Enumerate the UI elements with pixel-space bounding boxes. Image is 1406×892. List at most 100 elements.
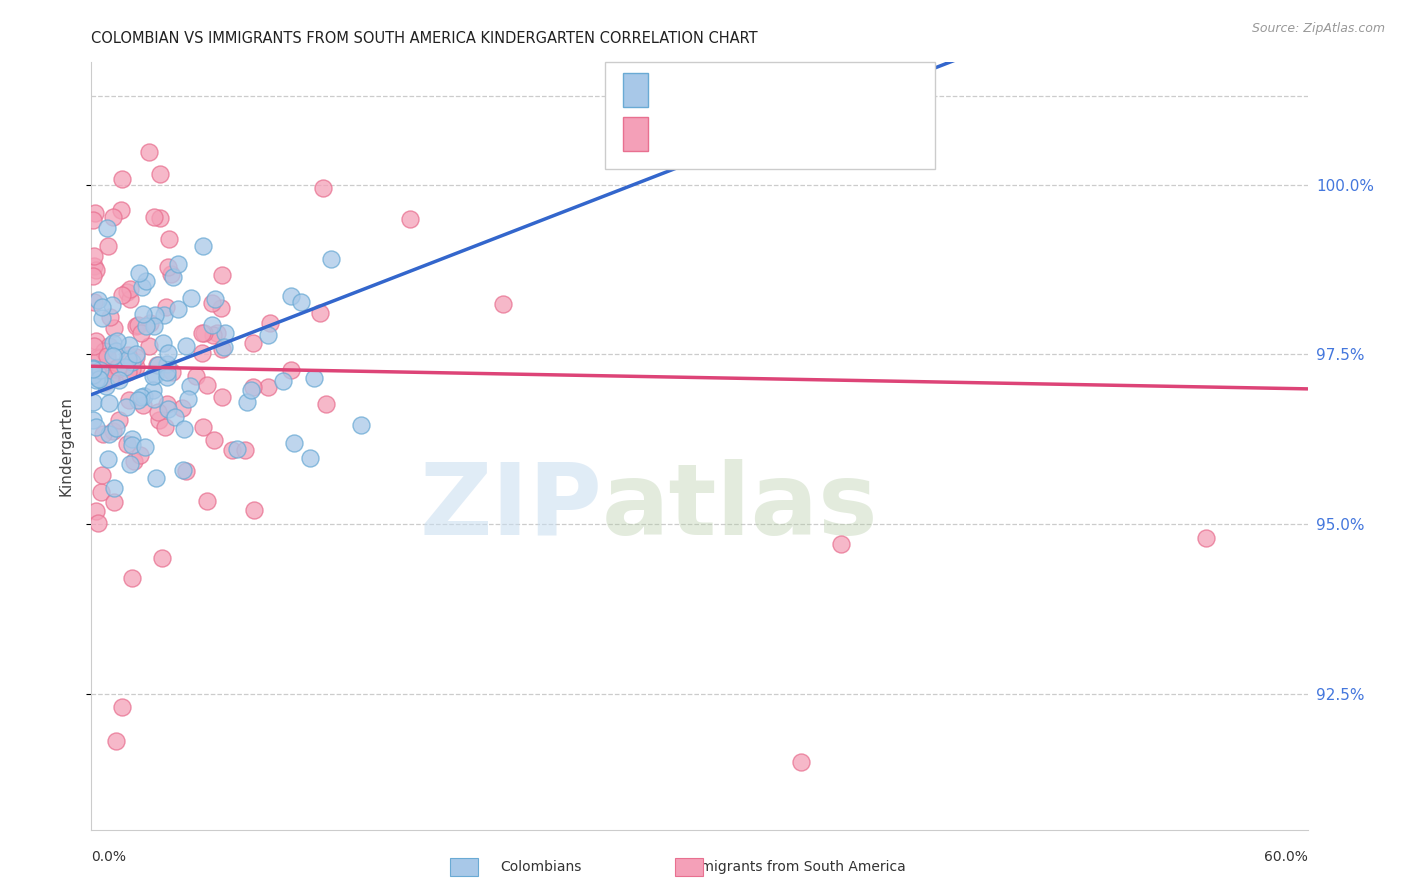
Point	[101, 349, 124, 363]
Point	[84, 419, 107, 434]
Point	[312, 181, 335, 195]
Point	[143, 210, 166, 224]
Point	[97, 451, 120, 466]
Point	[105, 421, 128, 435]
Point	[156, 365, 179, 379]
Point	[107, 359, 129, 374]
Point	[89, 351, 111, 366]
Point	[84, 373, 107, 387]
Point	[118, 457, 141, 471]
Point	[89, 363, 111, 377]
Point	[134, 440, 156, 454]
Point	[125, 347, 148, 361]
Point	[167, 301, 190, 316]
Point	[82, 368, 104, 382]
Point	[110, 202, 132, 217]
Point	[101, 298, 124, 312]
Text: R =  0.426   N=  86: R = 0.426 N= 86	[659, 85, 844, 103]
Point	[101, 424, 124, 438]
Point	[239, 384, 262, 398]
Point	[138, 145, 160, 160]
Point	[86, 350, 108, 364]
Point	[242, 335, 264, 350]
Point	[143, 368, 166, 382]
Point	[103, 481, 125, 495]
Point	[105, 343, 128, 358]
Point	[790, 755, 813, 769]
Point	[177, 392, 200, 407]
Point	[87, 367, 110, 381]
Point	[107, 373, 129, 387]
Point	[155, 300, 177, 314]
Point	[128, 266, 150, 280]
Point	[173, 422, 195, 436]
Point	[201, 318, 224, 332]
Point	[145, 471, 167, 485]
Point	[146, 404, 169, 418]
Point	[90, 300, 112, 314]
Point	[205, 326, 228, 341]
Point	[129, 448, 152, 462]
Point	[256, 380, 278, 394]
Point	[138, 338, 160, 352]
Point	[214, 340, 236, 354]
Point	[86, 334, 108, 349]
Point	[132, 389, 155, 403]
Point	[143, 309, 166, 323]
Point	[93, 344, 115, 359]
Point	[259, 316, 281, 330]
Point	[121, 432, 143, 446]
Point	[308, 305, 330, 319]
Point	[304, 370, 326, 384]
Point	[90, 311, 112, 326]
Text: 0.0%: 0.0%	[91, 850, 127, 864]
Point	[121, 438, 143, 452]
Point	[165, 409, 187, 424]
Point	[83, 339, 105, 353]
Point	[159, 232, 181, 246]
Point	[211, 390, 233, 404]
Point	[98, 310, 121, 324]
Point	[225, 442, 247, 456]
Text: atlas: atlas	[602, 458, 879, 556]
Point	[83, 248, 105, 262]
Point	[111, 172, 134, 186]
Point	[96, 220, 118, 235]
Point	[120, 292, 142, 306]
Point	[195, 377, 218, 392]
Point	[214, 326, 236, 341]
Point	[103, 362, 125, 376]
Point	[84, 263, 107, 277]
Point	[290, 294, 312, 309]
Point	[83, 205, 105, 219]
Point	[142, 383, 165, 397]
Point	[191, 420, 214, 434]
Point	[125, 360, 148, 375]
Text: ZIP: ZIP	[419, 458, 602, 556]
Point	[193, 326, 215, 340]
Point	[97, 339, 120, 353]
Point	[156, 397, 179, 411]
Point	[132, 398, 155, 412]
Point	[82, 213, 104, 227]
Point	[117, 285, 139, 300]
Point	[148, 412, 170, 426]
Point	[298, 450, 321, 465]
Point	[167, 257, 190, 271]
Point	[121, 571, 143, 585]
Point	[191, 326, 214, 340]
Point	[321, 252, 343, 267]
Point	[129, 326, 152, 341]
Point	[82, 394, 104, 409]
Point	[117, 348, 139, 362]
Point	[211, 268, 233, 282]
Point	[107, 362, 129, 376]
Point	[172, 463, 194, 477]
Point	[174, 339, 197, 353]
Point	[94, 379, 117, 393]
Point	[156, 370, 179, 384]
Point	[1195, 531, 1218, 545]
Point	[156, 401, 179, 416]
Point	[139, 317, 162, 331]
Point	[131, 280, 153, 294]
